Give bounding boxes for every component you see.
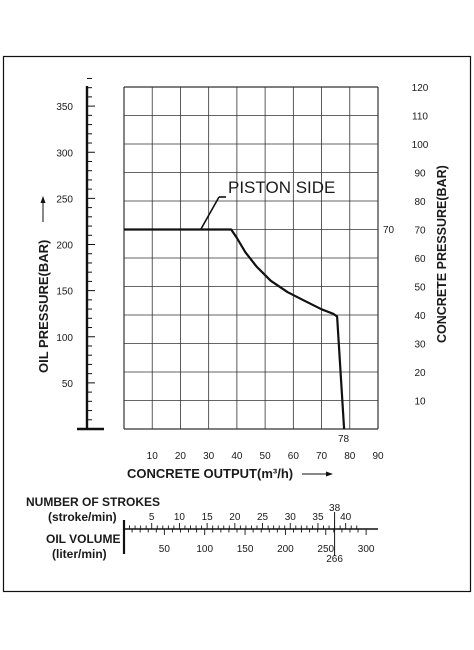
- series-line-piston-side: [124, 228, 346, 430]
- annotation-leader: [200, 196, 220, 230]
- oil-pressure-label: OIL PRESSURE(BAR): [36, 240, 51, 373]
- x-marked-value: 78: [338, 434, 350, 445]
- right-tick-30: 30: [414, 340, 426, 351]
- strokes-marked-value: 38: [329, 503, 341, 514]
- x-tick-30: 30: [203, 451, 215, 462]
- right-tick-90: 90: [414, 169, 426, 180]
- right-tick-40: 40: [414, 311, 426, 322]
- right-tick-120: 120: [412, 83, 429, 94]
- annotation-piston-side: PISTON SIDE: [228, 178, 335, 197]
- strokes-tick-35: 35: [312, 512, 324, 523]
- oil-pressure-arrow-head: [40, 196, 46, 203]
- right-tick-10: 10: [414, 397, 426, 408]
- x-tick-60: 60: [288, 451, 300, 462]
- oil-volume-label-line2: (liter/min): [52, 547, 107, 561]
- strokes-tick-25: 25: [257, 512, 269, 523]
- left-tick-250: 250: [56, 194, 73, 205]
- oil-tick-300: 300: [358, 544, 375, 555]
- strokes-tick-5: 5: [149, 512, 155, 523]
- right-tick-60: 60: [414, 254, 426, 265]
- x-axis-arrow-head: [326, 471, 333, 477]
- strokes-tick-30: 30: [285, 512, 297, 523]
- x-tick-40: 40: [231, 451, 243, 462]
- x-axis-label: CONCRETE OUTPUT(m³/h): [127, 466, 293, 481]
- strokes-label-line2: (stroke/min): [48, 510, 117, 524]
- oil-pressure-axis: 50 100 150 200 250 300 350: [56, 77, 104, 431]
- grid: [123, 86, 379, 430]
- right-tick-70: 70: [414, 226, 426, 237]
- oil-tick-50: 50: [159, 544, 171, 555]
- conversion-scales: 5 10 15 20 25 30 35 40 50 100 150 200 250 300: [122, 512, 378, 556]
- left-tick-200: 200: [56, 241, 73, 252]
- right-tick-110: 110: [412, 112, 428, 123]
- oil-tick-200: 200: [277, 544, 294, 555]
- oil-tick-250: 250: [317, 544, 334, 555]
- right-tick-20: 20: [414, 368, 426, 379]
- x-tick-90: 90: [372, 451, 384, 462]
- oil-volume-marked-value: 266: [326, 554, 343, 565]
- left-tick-150: 150: [56, 287, 73, 298]
- strokes-tick-10: 10: [174, 512, 186, 523]
- x-tick-70: 70: [316, 451, 328, 462]
- right-marked-value: 70: [383, 225, 395, 236]
- strokes-tick-15: 15: [202, 512, 214, 523]
- right-tick-labels: 10 20 30 40 50 60 70 80 90 100 110 120: [412, 83, 429, 408]
- left-tick-300: 300: [56, 148, 73, 159]
- x-tick-labels: 10 20 30 40 50 60 70 80 90: [147, 451, 384, 462]
- right-tick-100: 100: [412, 140, 429, 151]
- oil-tick-150: 150: [237, 544, 254, 555]
- frame-border: [2, 55, 472, 593]
- left-tick-100: 100: [56, 333, 73, 344]
- strokes-tick-40: 40: [340, 512, 352, 523]
- strokes-label-line1: NUMBER OF STROKES: [26, 495, 160, 509]
- left-tick-50: 50: [62, 379, 74, 390]
- right-tick-80: 80: [414, 197, 426, 208]
- x-tick-80: 80: [344, 451, 356, 462]
- x-tick-50: 50: [260, 451, 272, 462]
- x-tick-10: 10: [147, 451, 159, 462]
- oil-tick-100: 100: [196, 544, 213, 555]
- concrete-pressure-label: CONCRETE PRESSURE(BAR): [435, 165, 449, 343]
- left-tick-350: 350: [56, 102, 73, 113]
- x-tick-20: 20: [175, 451, 187, 462]
- strokes-tick-20: 20: [229, 512, 241, 523]
- oil-volume-label-line1: OIL VOLUME: [46, 532, 120, 546]
- right-tick-50: 50: [414, 283, 426, 294]
